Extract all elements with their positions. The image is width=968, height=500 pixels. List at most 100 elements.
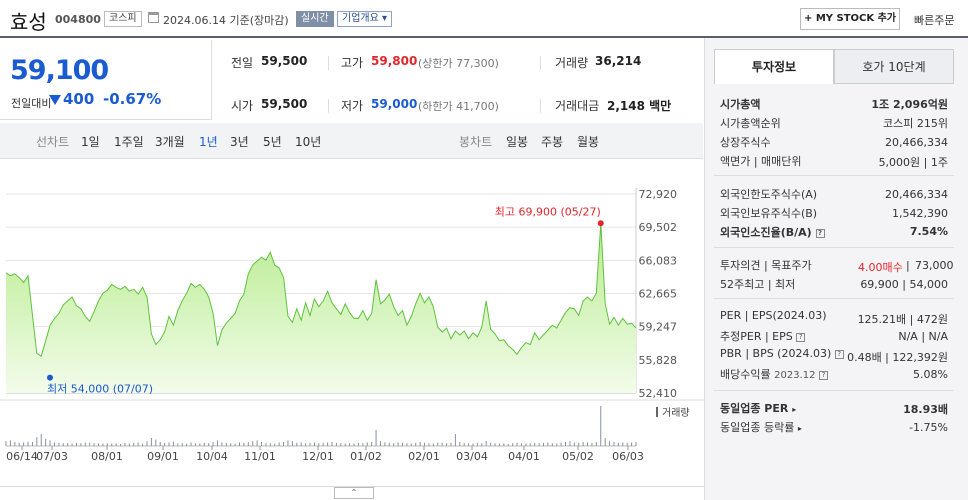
upper-limit: (상한가 77,300): [418, 57, 499, 70]
price-box: [0, 40, 212, 120]
max-label: 최고 69,900 (05/27): [495, 205, 601, 218]
help-icon[interactable]: ?: [796, 333, 806, 342]
x-tick-label: 03/04: [456, 450, 488, 463]
chevron-up-icon: ⌃: [350, 488, 358, 497]
y-axis: 72,920 69,502 66,083 62,665 59,247 55,828 52,4…: [639, 188, 678, 400]
y-tick-label: 66,083: [639, 254, 678, 267]
target-separator: |: [906, 259, 910, 272]
pbr-value: 0.48배 | 122,392원: [847, 351, 948, 364]
tab-daily[interactable]: 일봉: [506, 135, 529, 149]
y-tick-label: 62,665: [639, 288, 678, 301]
extreme-markers: 최고 69,900 (05/27) 최저 54,000 (07/07): [47, 205, 604, 396]
x-tick-label: 06/14: [6, 450, 38, 463]
quick-order-button[interactable]: 빠른주문: [914, 14, 955, 27]
chevron-down-icon: ▾: [382, 13, 388, 24]
price-line: [5, 223, 637, 357]
prev-close-label: 전일: [231, 56, 254, 70]
volume-label: 거래량: [662, 407, 690, 419]
line-chart-label: 선차트: [36, 135, 70, 149]
tab-10year[interactable]: 10년: [295, 135, 322, 149]
industry-per-label[interactable]: 동일업종 PER ▸: [720, 400, 796, 416]
per-label: PER | EPS(2024.03): [720, 309, 827, 322]
down-arrow-icon: [49, 95, 61, 105]
max-marker: [597, 220, 604, 227]
foreign-limit-value: 20,466,334: [885, 188, 948, 201]
price-chart[interactable]: 72,920 69,502 66,083 62,665 59,247 55,828 52,4…: [0, 180, 704, 486]
y-tick-label: 72,920: [639, 188, 678, 201]
x-tick-label: 01/02: [350, 450, 382, 463]
info-panel: [704, 38, 968, 500]
change-label: 전일대비: [11, 97, 52, 110]
min-marker: [47, 374, 53, 381]
y-tick-label: 69,502: [639, 221, 678, 234]
y-tick-label: 52,410: [639, 387, 678, 400]
w52-label: 52주최고 | 최저: [720, 278, 796, 291]
volume-legend-mark: [656, 407, 658, 417]
x-tick-label: 12/01: [302, 450, 334, 463]
divider: [714, 175, 954, 176]
div-text: 배당수익률: [720, 368, 771, 381]
div-date: 2023.12: [774, 370, 816, 381]
current-price: 59,100: [10, 55, 109, 86]
high-label: 고가: [341, 56, 364, 70]
company-info-dropdown[interactable]: 기업개요 ▾: [337, 11, 393, 27]
chevron-right-icon: ▸: [797, 424, 802, 433]
pbr-text: PBR | BPS (2024.03): [720, 347, 832, 360]
chart-footer: [0, 486, 704, 500]
amount-value: 2,148 백만: [607, 99, 672, 113]
foreign-hold-label: 외국인보유주식수(B): [720, 207, 818, 220]
company-info-label: 기업개요: [342, 13, 379, 24]
market-badge: 코스피: [104, 11, 142, 27]
x-tick-label: 10/04: [196, 450, 228, 463]
prev-close-value: 59,500: [261, 54, 308, 68]
help-icon[interactable]: ?: [818, 371, 828, 380]
stock-header: [0, 0, 968, 38]
min-label: 최저 54,000 (07/07): [47, 383, 153, 396]
foreign-hold-value: 1,542,390: [892, 207, 948, 220]
divider: [714, 390, 954, 391]
tab-5year[interactable]: 5년: [263, 135, 282, 149]
tab-1day[interactable]: 1일: [81, 135, 100, 149]
market-cap-label: 시가총액: [720, 98, 761, 111]
par-value: 5,000원 | 1주: [878, 156, 948, 169]
realtime-button[interactable]: 실시간: [296, 11, 334, 27]
tab-1year[interactable]: 1년: [199, 135, 218, 149]
divider: [328, 99, 329, 113]
tab-weekly[interactable]: 주봉: [541, 135, 564, 149]
x-tick-label: 02/01: [408, 450, 440, 463]
industry-rate-label[interactable]: 동일업종 등락률 ▸: [720, 419, 802, 435]
chevron-right-icon: ▸: [792, 405, 797, 414]
calendar-icon: [148, 12, 159, 23]
divider: [540, 99, 541, 113]
help-icon[interactable]: ?: [834, 350, 844, 359]
industry-rate-text: 동일업종 등락률: [720, 421, 795, 434]
w52-value: 69,900 | 54,000: [860, 278, 948, 291]
tab-3month[interactable]: 3개월: [155, 135, 185, 149]
tab-orderbook-10[interactable]: 호가 10단계: [834, 49, 954, 84]
divider: [328, 56, 329, 70]
div-label: 배당수익률 2023.12 ?: [720, 366, 828, 382]
rank-label: 시가총액순위: [720, 117, 781, 130]
target-price: 73,000: [915, 259, 954, 272]
high-value: 59,800: [371, 54, 418, 68]
tab-invest-info[interactable]: 투자정보: [714, 49, 834, 84]
help-icon[interactable]: ?: [815, 229, 825, 238]
add-mystock-button[interactable]: + MY STOCK 추가: [800, 8, 900, 30]
divider: [540, 56, 541, 70]
price-change-pct: -0.67%: [103, 90, 162, 108]
candle-chart-label: 봉차트: [459, 135, 493, 149]
low-label: 저가: [341, 99, 364, 113]
amount-label: 거래대금: [555, 99, 600, 113]
industry-per-value: 18.93배: [903, 403, 948, 416]
opinion-label: 투자의견 | 목표주가: [720, 259, 812, 272]
par-label: 액면가 | 매매단위: [720, 155, 802, 168]
divider: [714, 298, 954, 299]
volume-value: 36,214: [595, 54, 642, 68]
period-tab-bar: [0, 123, 703, 159]
collapse-button[interactable]: ⌃: [334, 487, 374, 499]
tab-1week[interactable]: 1주일: [114, 135, 144, 149]
y-tick-label: 59,247: [639, 321, 678, 334]
tab-monthly[interactable]: 월봉: [577, 135, 600, 149]
est-per-text: 추정PER | EPS: [720, 330, 793, 343]
tab-3year[interactable]: 3년: [230, 135, 249, 149]
